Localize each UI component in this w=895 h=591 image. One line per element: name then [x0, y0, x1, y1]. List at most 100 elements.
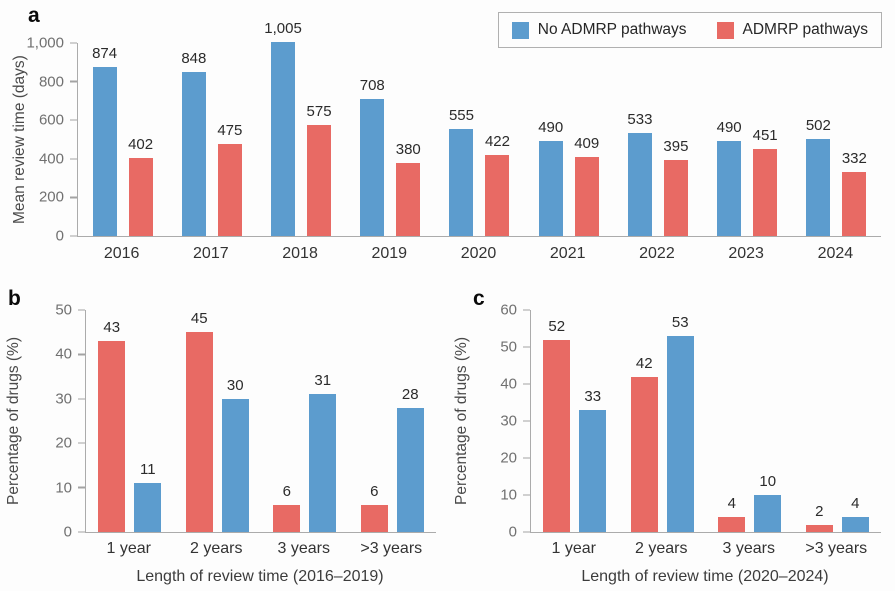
bar-no-admrp: 490	[538, 119, 563, 236]
bar-value-label: 28	[401, 385, 419, 403]
panel-c-plot-area: 52 33 42 53 4 10 2 4	[530, 310, 881, 533]
y-tick-mark	[70, 42, 77, 44]
bar-group: 502 332	[792, 43, 881, 236]
bar-value-label: 475	[217, 122, 243, 140]
y-tick-mark	[70, 119, 77, 121]
legend: No ADMRP pathways ADMRP pathways	[497, 12, 882, 48]
x-category-label: 2018	[282, 245, 318, 262]
x-category-label: >3 years	[805, 540, 868, 557]
bar-no-admrp: 490	[717, 119, 742, 236]
y-tick-mark	[70, 80, 77, 83]
y-tick-mark	[523, 346, 530, 348]
bar-no-admrp: 4	[841, 495, 869, 532]
y-tick: 50	[55, 302, 85, 319]
y-tick: 10	[500, 487, 530, 504]
bar-no-admrp: 1,005	[264, 20, 302, 236]
panel-a-plot-area: 874 402 848 475 1,005 575 708 380 555 422 490 409 53…	[77, 20, 881, 237]
y-tick: 30	[55, 390, 85, 407]
bar-value-label: 555	[448, 106, 474, 124]
y-tick-mark	[523, 309, 530, 311]
bar-value-label: 402	[128, 136, 154, 154]
y-tick-label: 0	[508, 523, 517, 541]
bar-value-label: 395	[663, 137, 689, 155]
bar-admrp: 422	[485, 133, 510, 236]
bar-admrp: 6	[273, 483, 301, 532]
bar-admrp: 6	[360, 483, 388, 532]
panel-c-y-axis: 0 10 20 30 40 50 60	[448, 302, 530, 541]
panel-b-plot-area: 43 11 45 30 6 31 6 28	[85, 310, 436, 533]
legend-label-no-admrp: No ADMRP pathways	[537, 21, 687, 38]
bar-admrp: 402	[128, 136, 153, 236]
bar-no-admrp: 555	[449, 107, 474, 236]
panel-b: b Percentage of drugs (%) 0 10 20 30 40 50 43…	[0, 283, 448, 591]
panel-a-y-axis: 0 200 400 600 800 1,000	[0, 35, 77, 245]
bar-value-label: 490	[716, 119, 742, 137]
y-tick-label: 40	[500, 375, 517, 393]
bar-value-label: 53	[671, 313, 689, 331]
y-tick-mark	[78, 398, 85, 400]
y-tick-label: 600	[38, 111, 64, 129]
bar-value-label: 422	[484, 132, 510, 150]
bar-group: 42 53	[619, 310, 707, 532]
x-category-label: 1 year	[106, 540, 151, 557]
y-tick-mark	[523, 457, 530, 459]
bar-value-label: 42	[635, 354, 653, 372]
y-tick: 20	[500, 450, 530, 467]
bar-value-label: 332	[841, 149, 867, 167]
bar-admrp: 575	[307, 103, 332, 236]
bar-no-admrp: 848	[181, 50, 206, 236]
bar-group: 848 475	[167, 43, 256, 236]
bar-admrp: 475	[217, 122, 242, 236]
bar-value-label: 4	[851, 495, 860, 513]
bar-value-label: 490	[538, 119, 564, 137]
bar-admrp: 2	[805, 503, 833, 532]
y-tick: 50	[500, 339, 530, 356]
panel-c-x-axis-title: Length of review time (2020–2024)	[581, 568, 829, 585]
bar-no-admrp: 533	[627, 111, 652, 236]
legend-item-no-admrp: No ADMRP pathways	[511, 21, 687, 39]
bar-group: 6 28	[349, 310, 437, 532]
bar-no-admrp: 28	[396, 386, 424, 532]
bar-value-label: 11	[139, 461, 156, 479]
y-tick-mark	[70, 158, 77, 160]
y-tick-mark	[523, 383, 530, 385]
x-category-label: 2020	[460, 245, 497, 262]
x-category-label: >3 years	[360, 540, 423, 557]
bar-value-label: 10	[759, 473, 777, 491]
legend-label-admrp: ADMRP pathways	[742, 21, 868, 38]
y-tick-label: 800	[38, 73, 64, 91]
bar-group: 1,005 575	[256, 20, 345, 236]
x-category-label: 2021	[549, 245, 586, 262]
bar-no-admrp: 502	[806, 117, 831, 236]
bar-admrp: 45	[185, 310, 213, 532]
panel-a-label: a	[28, 4, 40, 27]
bar-value-label: 848	[181, 50, 207, 68]
y-tick-mark	[78, 486, 85, 489]
y-tick: 0	[56, 228, 77, 245]
y-tick: 0	[509, 524, 530, 541]
y-tick-label: 1,000	[26, 34, 64, 52]
y-tick-label: 40	[55, 345, 72, 363]
bar-value-label: 502	[805, 117, 831, 135]
y-tick: 800	[39, 73, 77, 90]
bar-no-admrp: 10	[754, 473, 782, 532]
y-tick: 0	[64, 524, 85, 541]
bar-admrp: 4	[718, 495, 746, 532]
bar-admrp: 42	[630, 355, 658, 532]
bar-value-label: 874	[92, 45, 118, 63]
y-tick-label: 10	[500, 486, 517, 504]
bar-value-label: 6	[282, 483, 291, 501]
x-category-label: 2023	[728, 245, 764, 262]
panel-b-x-axis: 1 year 2 years 3 years >3 years	[85, 540, 435, 558]
y-tick-mark	[523, 531, 530, 533]
panel-b-y-axis: 0 10 20 30 40 50	[0, 302, 85, 541]
y-tick: 40	[55, 346, 85, 363]
x-category-label: 2019	[371, 245, 408, 262]
bar-value-label: 1,005	[264, 20, 302, 38]
bar-group: 52 33	[531, 310, 619, 532]
bar-no-admrp: 11	[134, 461, 162, 532]
y-tick-label: 20	[500, 449, 517, 467]
bar-group: 45 30	[174, 310, 262, 532]
bar-no-admrp: 31	[309, 372, 337, 532]
bar-no-admrp: 708	[360, 77, 385, 236]
